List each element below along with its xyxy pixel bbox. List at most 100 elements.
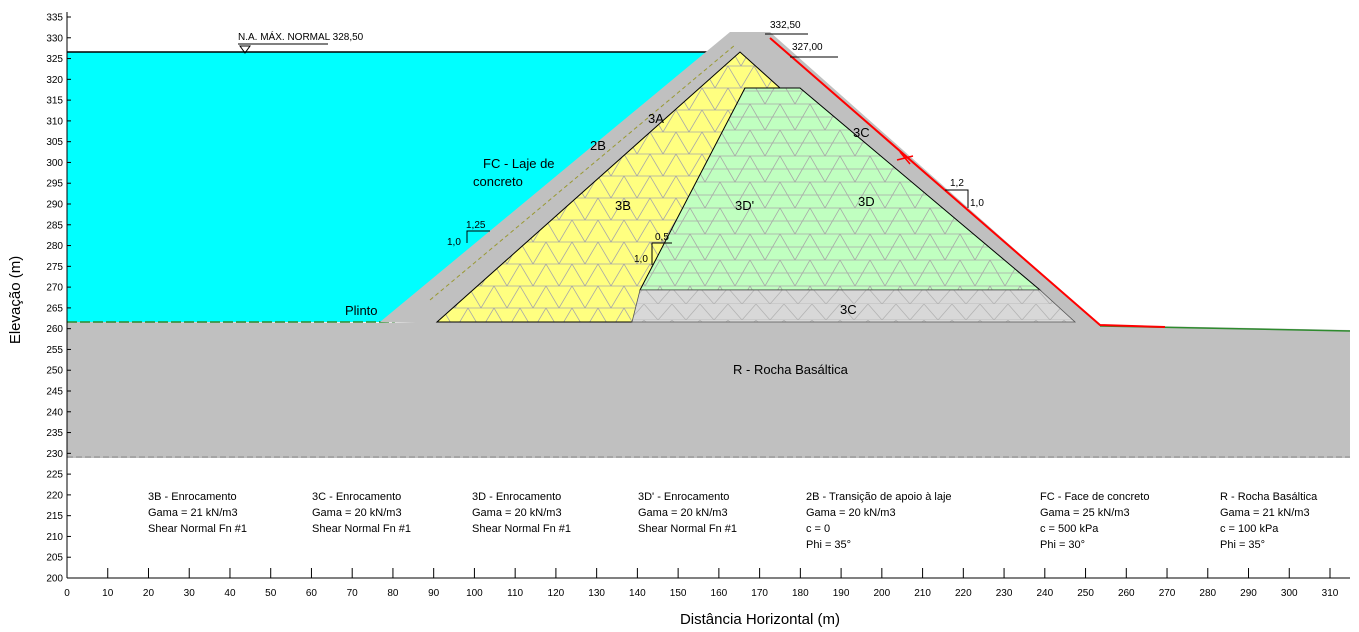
y-tick-label: 330: [46, 33, 63, 44]
rock-label: R - Rocha Basáltica: [733, 362, 849, 377]
x-tick-label: 0: [64, 588, 70, 599]
x-tick-label: 220: [955, 588, 972, 599]
plinth-marker-2: [896, 155, 914, 161]
y-tick-label: 265: [46, 303, 63, 314]
y-tick-label: 320: [46, 75, 63, 86]
x-tick-label: 70: [347, 588, 359, 599]
face-label-line-1: FC - Laje de: [483, 156, 555, 171]
zone-label-3b: 3B: [615, 198, 631, 213]
x-tick-label: 10: [102, 588, 114, 599]
material-name: R - Rocha Basáltica: [1220, 491, 1318, 503]
material-property: c = 500 kPa: [1040, 523, 1099, 535]
material-property: Shear Normal Fn #1: [638, 523, 737, 535]
downstream-slope-v: 1,0: [970, 198, 984, 209]
upstream-slab-line: [429, 44, 736, 301]
y-tick-label: 200: [46, 574, 63, 585]
y-tick-label: 325: [46, 54, 63, 65]
material-property: Phi = 35°: [1220, 539, 1265, 551]
downstream-face-line: [769, 37, 1166, 328]
x-tick-label: 270: [1159, 588, 1176, 599]
material-property: Gama = 21 kN/m3: [148, 507, 238, 519]
y-tick-label: 300: [46, 158, 63, 169]
material-entry: 3D - Enrocamento Gama = 20 kN/m3 Shear Nor…: [472, 491, 571, 535]
core-slope-h: 0,5: [655, 232, 669, 243]
x-tick-label: 240: [1036, 588, 1053, 599]
material-entry: 3D' - Enrocamento Gama = 20 kN/m3 Shear No…: [638, 491, 737, 535]
material-legend: 3B - Enrocamento Gama = 21 kN/m3 Shear Nor…: [148, 491, 1318, 551]
material-property: c = 100 kPa: [1220, 523, 1279, 535]
y-tick-label: 315: [46, 96, 63, 107]
y-tick-label: 240: [46, 407, 63, 418]
material-property: Phi = 35°: [806, 539, 851, 551]
y-axis-ticks: 200 205 210 215 220 225 230 235 240 245 250 255 260 2…: [46, 13, 71, 585]
x-tick-label: 260: [1118, 588, 1135, 599]
x-tick-label: 250: [1077, 588, 1094, 599]
y-tick-label: 285: [46, 220, 63, 231]
y-tick-label: 220: [46, 490, 63, 501]
x-tick-label: 180: [792, 588, 809, 599]
x-tick-label: 280: [1199, 588, 1216, 599]
y-tick-label: 215: [46, 511, 63, 522]
water-level-triangle-icon: [239, 45, 251, 54]
upstream-slope-v: 1,0: [447, 237, 461, 248]
material-name: 2B - Transição de apoio à laje: [806, 491, 952, 503]
y-tick-label: 205: [46, 553, 63, 564]
y-tick-label: 290: [46, 200, 63, 211]
material-property: Shear Normal Fn #1: [148, 523, 247, 535]
zone-label-2b: 2B: [590, 138, 606, 153]
y-tick-label: 295: [46, 179, 63, 190]
water-level-label: N.A. MÁX. NORMAL 328,50: [238, 30, 364, 43]
x-tick-label: 110: [507, 588, 523, 599]
x-tick-label: 20: [143, 588, 155, 599]
x-tick-label: 230: [996, 588, 1013, 599]
y-tick-label: 255: [46, 345, 63, 356]
y-tick-label: 335: [46, 13, 63, 24]
material-name: FC - Face de concreto: [1040, 491, 1149, 503]
x-tick-label: 160: [711, 588, 728, 599]
x-tick-label: 60: [306, 588, 318, 599]
x-tick-label: 120: [548, 588, 565, 599]
x-tick-label: 40: [224, 588, 236, 599]
downstream-slope-h: 1,2: [950, 178, 964, 189]
material-property: Gama = 20 kN/m3: [806, 507, 896, 519]
y-tick-label: 225: [46, 470, 63, 481]
zone-label-3c-top: 3C: [853, 125, 870, 140]
zone-label-3c-base: 3C: [840, 302, 857, 317]
x-tick-label: 90: [428, 588, 440, 599]
y-tick-label: 270: [46, 283, 63, 294]
face-label-line-2: concreto: [473, 174, 523, 189]
zone-3c-base: [631, 289, 1077, 323]
material-entry: 3C - Enrocamento Gama = 20 kN/m3 Shear Nor…: [312, 491, 411, 535]
material-property: c = 0: [806, 523, 830, 535]
x-tick-label: 30: [184, 588, 196, 599]
material-entry: 3B - Enrocamento Gama = 21 kN/m3 Shear Nor…: [148, 491, 247, 535]
x-tick-label: 210: [914, 588, 931, 599]
y-axis-title: Elevação (m): [7, 256, 24, 344]
material-entry: R - Rocha Basáltica Gama = 21 kN/m3 c = 10…: [1220, 491, 1318, 551]
downstream-slope-icon: [945, 189, 969, 208]
core-slope-icon: [651, 242, 672, 265]
x-tick-label: 300: [1281, 588, 1298, 599]
y-tick-label: 310: [46, 116, 63, 127]
x-tick-label: 80: [387, 588, 399, 599]
material-entry: FC - Face de concreto Gama = 25 kN/m3 c = …: [1040, 491, 1149, 551]
zone-label-3a: 3A: [648, 111, 664, 126]
upstream-slope-h: 1,25: [466, 220, 486, 231]
x-tick-label: 140: [629, 588, 646, 599]
y-tick-label: 245: [46, 387, 63, 398]
material-property: Phi = 30°: [1040, 539, 1085, 551]
zone-label-3d-prime: 3D': [735, 198, 754, 213]
y-tick-label: 260: [46, 324, 63, 335]
zone-label-3d: 3D: [858, 194, 875, 209]
y-tick-label: 305: [46, 137, 63, 148]
y-tick-label: 230: [46, 449, 63, 460]
y-tick-label: 235: [46, 428, 63, 439]
face-label: FC - Laje de concreto: [473, 156, 558, 189]
material-name: 3C - Enrocamento: [312, 491, 401, 503]
x-tick-label: 50: [265, 588, 277, 599]
material-property: Gama = 20 kN/m3: [472, 507, 562, 519]
y-tick-label: 210: [46, 532, 63, 543]
upstream-slope-icon: [466, 230, 490, 243]
material-property: Shear Normal Fn #1: [472, 523, 571, 535]
material-property: Gama = 25 kN/m3: [1040, 507, 1130, 519]
